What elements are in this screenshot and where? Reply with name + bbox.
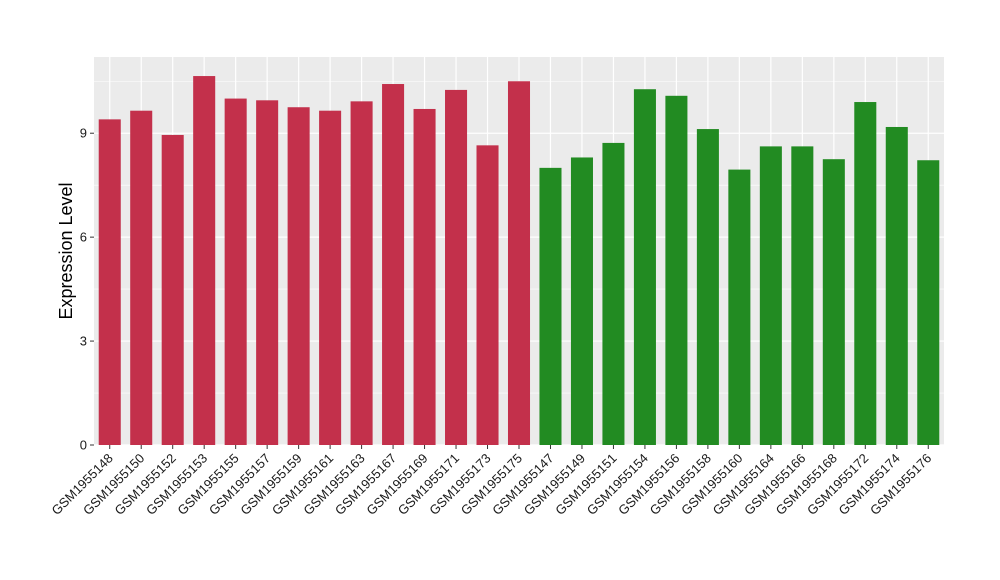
y-tick-label: 0 — [80, 438, 87, 453]
bar-GSM1955156 — [665, 95, 688, 446]
bars — [98, 76, 940, 446]
bar-GSM1955169 — [413, 108, 436, 445]
y-axis: 0 3 6 9 — [80, 126, 94, 453]
y-tick-label: 3 — [80, 334, 87, 349]
bar-GSM1955173 — [476, 145, 499, 445]
y-axis-title: Expression Level — [56, 182, 76, 319]
bar-GSM1955151 — [602, 142, 625, 445]
bar-GSM1955163 — [350, 101, 373, 445]
bar-GSM1955160 — [728, 169, 751, 445]
bar-GSM1955168 — [822, 159, 845, 446]
bar-GSM1955148 — [98, 119, 121, 445]
bar-GSM1955153 — [193, 76, 216, 445]
bar-GSM1955150 — [130, 110, 153, 446]
bar-GSM1955166 — [791, 146, 814, 445]
bar-GSM1955158 — [696, 129, 719, 446]
bar-GSM1955154 — [633, 89, 656, 445]
y-tick-label: 6 — [80, 230, 87, 245]
y-tick-label: 9 — [80, 126, 87, 141]
bar-GSM1955167 — [382, 84, 405, 446]
bar-GSM1955161 — [319, 110, 342, 446]
x-axis: GSM1955148GSM1955150GSM1955152GSM1955153… — [49, 445, 934, 518]
bar-GSM1955159 — [287, 107, 310, 445]
bar-GSM1955147 — [539, 167, 562, 445]
bar-GSM1955176 — [917, 160, 940, 445]
bar-GSM1955164 — [759, 146, 782, 445]
bar-GSM1955175 — [507, 81, 531, 445]
bar-GSM1955152 — [161, 134, 184, 446]
bar-GSM1955149 — [570, 157, 593, 445]
bar-GSM1955172 — [854, 102, 877, 446]
bar-GSM1955171 — [445, 89, 468, 446]
bar-GSM1955157 — [256, 100, 279, 445]
bar-GSM1955174 — [885, 126, 908, 445]
bar-GSM1955155 — [224, 98, 247, 446]
